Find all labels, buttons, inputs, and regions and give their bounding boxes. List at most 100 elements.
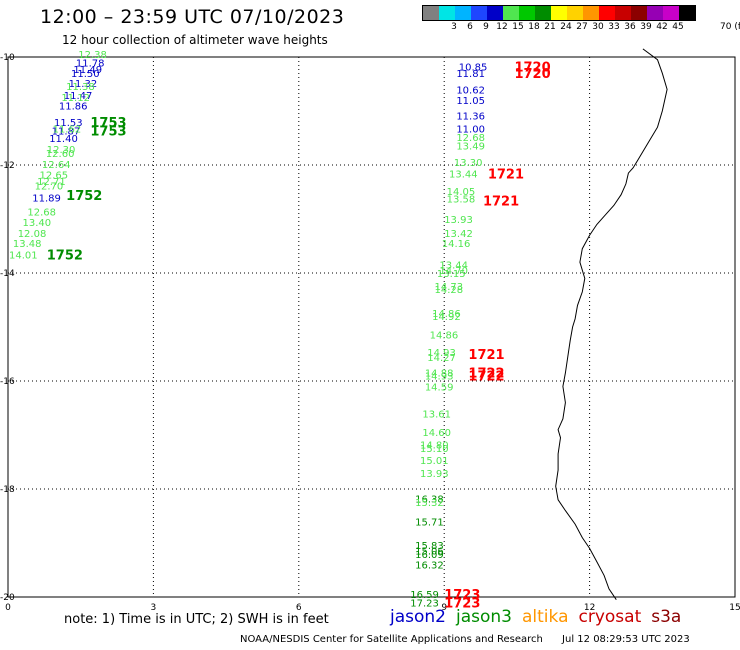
y-tick-label: -16 (0, 377, 15, 387)
wave-height-label: 15.71 (415, 517, 444, 528)
legend-tick-label: 3 (451, 22, 457, 32)
wave-height-label: 13.93 (444, 215, 473, 226)
wave-height-label: 11.50 (71, 69, 100, 80)
legend-swatch (487, 6, 503, 20)
legend-swatch (519, 6, 535, 20)
satellite-legend: jason2 jason3 altika cryosat s3a (390, 607, 691, 627)
wave-height-label: 15.01 (420, 456, 449, 467)
map-frame (7, 56, 736, 598)
wave-height-label: 13.58 (447, 194, 476, 205)
legend-tick-label: 12 (496, 22, 508, 32)
wave-height-label: 10.62 (456, 85, 485, 96)
legend-swatch (551, 6, 567, 20)
wave-height-label: 16.09 (415, 550, 444, 561)
wave-height-label: 13.30 (454, 158, 483, 169)
wave-height-label: 12.68 (27, 207, 56, 218)
wave-height-label: 14.86 (432, 309, 461, 320)
legend-swatch (615, 6, 631, 20)
pass-time-label: 1753 (90, 116, 126, 131)
wave-height-label: 15.06 (415, 547, 444, 558)
wave-height-label: 13.93 (420, 469, 449, 480)
wave-height-label: 12.65 (40, 171, 69, 182)
wave-height-label: 11.40 (49, 134, 78, 145)
pass-time-label: 1753 (90, 124, 126, 139)
wave-height-label: 16.32 (415, 561, 444, 572)
y-tick-label: -20 (0, 593, 15, 603)
legend-tick-label: 18 (528, 22, 540, 32)
wave-height-label: 16.59 (410, 590, 439, 601)
generated-timestamp: Jul 12 08:29:53 UTC 2023 (562, 634, 690, 645)
y-tick-label: -14 (0, 269, 15, 279)
wave-height-label: 13.44 (439, 260, 468, 271)
pass-time-label: 1752 (66, 189, 102, 204)
wave-height-label: 12.60 (46, 149, 75, 160)
x-tick-label: 6 (296, 603, 302, 610)
wave-height-label: 11.62 (53, 124, 82, 135)
wave-height-label: 12.70 (35, 182, 64, 193)
wave-height-label: 13.61 (422, 409, 451, 420)
y-tick-label: -12 (0, 161, 15, 171)
y-tick-label: -10 (0, 53, 15, 63)
wave-height-label: 14.70 (439, 266, 468, 277)
footnote: note: 1) Time is in UTC; 2) SWH is in fe… (64, 612, 329, 627)
legend-swatch (663, 6, 679, 20)
wave-height-label: 13.44 (449, 170, 478, 181)
x-tick-label: 12 (584, 603, 595, 610)
x-tick-label: 9 (441, 603, 447, 610)
coastline (555, 48, 668, 600)
legend-tick-label: 33 (608, 22, 620, 32)
wave-height-label: 11.47 (64, 91, 93, 102)
legend-swatch (647, 6, 663, 20)
wave-height-label: 11.36 (456, 111, 485, 122)
wave-height-label: 14.16 (442, 239, 471, 250)
legend-tick-label: 42 (656, 22, 668, 32)
wave-height-label: 11.81 (456, 69, 485, 80)
y-tick-label: -18 (0, 485, 15, 495)
wave-height-label: 12.30 (47, 145, 76, 156)
wave-height-label: 13.15 (437, 269, 466, 280)
legend-tick-label: 15 (512, 22, 524, 32)
legend-tick-label: 30 (592, 22, 604, 32)
pass-time-label: 1720 (514, 67, 550, 82)
wave-height-label: 14.86 (430, 331, 459, 342)
wave-height-label: 11.89 (32, 193, 61, 204)
credit-line: NOAA/NESDIS Center for Satellite Applica… (240, 634, 690, 645)
legend-swatch (471, 6, 487, 20)
page-title: 12:00 – 23:59 UTC 07/10/2023 (40, 6, 345, 28)
satellite-s3a: s3a (651, 607, 682, 627)
pass-time-label: 1721 (483, 195, 519, 210)
legend-tick-label: 24 (560, 22, 572, 32)
legend-swatch (567, 6, 583, 20)
legend-swatch (679, 6, 695, 20)
wave-height-label: 12.08 (18, 229, 47, 240)
wave-height-label: 14.92 (432, 312, 461, 323)
wave-height-label: 10.85 (459, 63, 488, 74)
wave-height-label: 13.42 (444, 229, 473, 240)
page-subtitle: 12 hour collection of altimeter wave hei… (62, 33, 328, 47)
wave-height-label: 15.83 (415, 541, 444, 552)
satellite-jason2: jason2 (390, 607, 446, 627)
legend-swatch (423, 6, 439, 20)
credit-text: NOAA/NESDIS Center for Satellite Applica… (240, 634, 543, 645)
wave-height-label: 14.05 (447, 187, 476, 198)
wave-height-label: 14.88 (425, 368, 454, 379)
wave-height-map: 0 3 6 9 12 15-10-12-14-16-18-20 12.3811.7811.… (0, 48, 740, 610)
pass-time-label: 1723 (444, 588, 480, 603)
wave-height-label: 14.01 (9, 251, 38, 262)
wave-height-label: 14.93 (427, 348, 456, 359)
pass-time-label: 1721 (468, 348, 504, 363)
legend-tick-label: 45 (672, 22, 684, 32)
wave-height-label: 11.32 (69, 79, 98, 90)
wave-observations: 12.3811.7811.4911.5011.3211.3811.4711.12… (9, 50, 487, 610)
wave-height-label: 14.28 (435, 285, 464, 296)
pass-time-label: 1752 (47, 249, 83, 264)
x-tick-label: 15 (729, 603, 740, 610)
legend-swatch (583, 6, 599, 20)
pass-time-label: 1722 (468, 366, 504, 381)
wave-height-label: 12.71 (37, 177, 66, 188)
pass-time-label: 1722 (468, 370, 504, 385)
wave-height-label: 11.87 (52, 126, 81, 137)
legend-swatch (503, 6, 519, 20)
legend-swatch (439, 6, 455, 20)
legend-tick-label: 36 (624, 22, 636, 32)
